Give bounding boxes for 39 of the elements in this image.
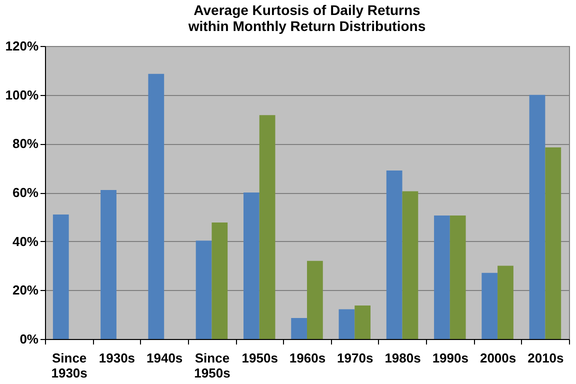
x-tick-label: 1930s bbox=[98, 350, 136, 366]
bar bbox=[354, 306, 371, 339]
x-tick-label: 2010s bbox=[528, 350, 564, 366]
bar bbox=[100, 190, 116, 339]
y-tick-label: 100% bbox=[5, 87, 39, 102]
text: Average Kurtosis of Daily Returns bbox=[194, 2, 420, 18]
bar bbox=[291, 318, 307, 339]
text: within Monthly Return Distributions bbox=[188, 18, 426, 34]
bar bbox=[482, 272, 498, 339]
bar bbox=[386, 170, 402, 339]
bar bbox=[307, 260, 323, 339]
bar bbox=[402, 191, 418, 339]
y-tick-label: 0% bbox=[20, 332, 39, 346]
y-tick-label: 80% bbox=[12, 136, 39, 152]
x-tick-label: 1980s bbox=[384, 350, 421, 366]
x-tick-label: 1990s bbox=[432, 350, 468, 366]
x-tick-label: 1950s bbox=[242, 350, 278, 366]
bar bbox=[148, 74, 164, 339]
bar bbox=[529, 94, 546, 339]
y-tick-label: 40% bbox=[12, 234, 39, 249]
bar bbox=[212, 222, 228, 339]
x-tick-label: 1960s bbox=[289, 350, 326, 366]
bar bbox=[498, 266, 514, 339]
x-tick-label: 2000s bbox=[480, 350, 516, 366]
x-tick-label: 1940s bbox=[146, 350, 183, 366]
x-tick-label: Since 1930s bbox=[51, 350, 88, 380]
bar bbox=[196, 240, 212, 339]
bar bbox=[338, 309, 355, 339]
bar bbox=[259, 115, 276, 339]
x-tick-label: 1970s bbox=[337, 350, 374, 366]
x-tick-label: Since 1950s bbox=[194, 350, 230, 380]
bar bbox=[243, 192, 260, 339]
y-tick-label: 20% bbox=[12, 282, 39, 298]
y-tick-label: 120% bbox=[5, 38, 39, 54]
bar bbox=[52, 214, 69, 339]
y-tick-label: 60% bbox=[12, 185, 39, 200]
bar bbox=[545, 147, 562, 339]
bar bbox=[450, 215, 466, 339]
bar bbox=[434, 215, 450, 339]
